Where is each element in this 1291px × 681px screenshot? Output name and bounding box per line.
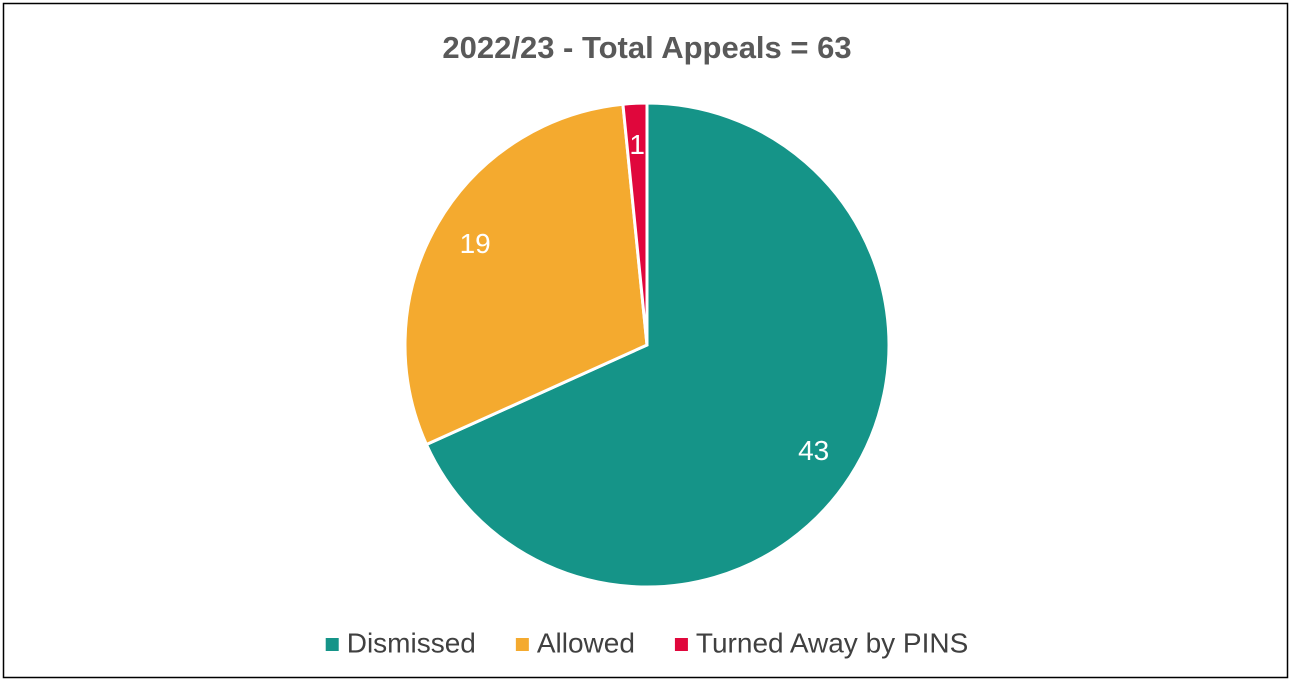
data-label: 43 xyxy=(798,435,829,466)
legend-swatch xyxy=(674,638,688,651)
legend-label: Allowed xyxy=(537,627,635,658)
legend-swatch xyxy=(325,638,339,651)
data-label: 1 xyxy=(629,129,645,160)
pie-slice xyxy=(621,101,649,346)
pie-slice xyxy=(403,102,649,447)
data-label: 19 xyxy=(460,228,491,259)
legend-swatch xyxy=(515,638,529,651)
chart-title: 2022/23 - Total Appeals = 63 xyxy=(442,30,851,65)
legend-label: Turned Away by PINS xyxy=(696,627,968,658)
legend-label: Dismissed xyxy=(347,627,476,658)
pie-slice xyxy=(424,101,891,589)
